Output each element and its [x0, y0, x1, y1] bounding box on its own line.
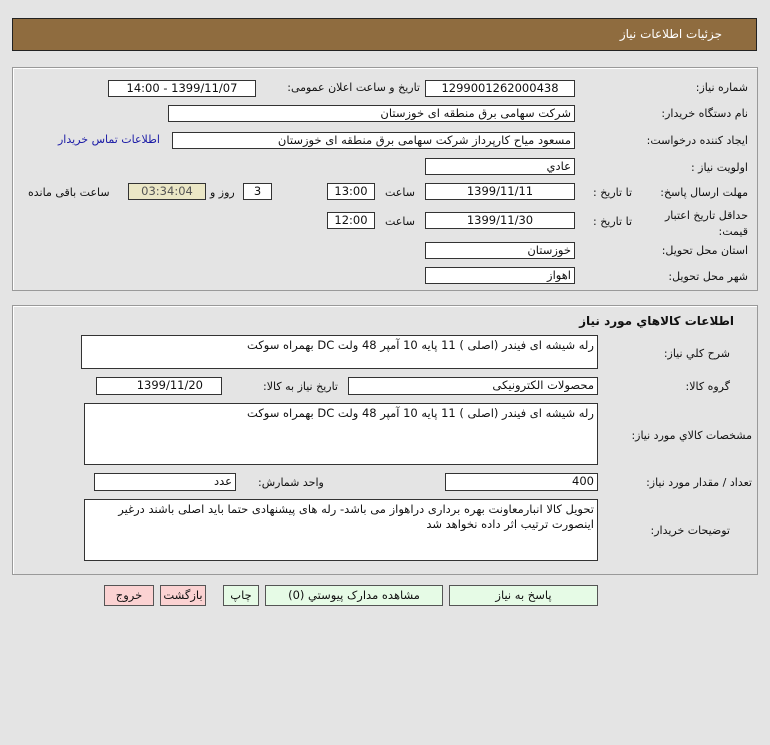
need-info-panel	[12, 67, 758, 291]
time-remaining-label: ساعت باقی مانده	[28, 186, 110, 199]
validity-date-field: 1399/11/30	[425, 212, 575, 229]
deadline-time-label: ساعت	[385, 186, 415, 199]
need-number-field: 1299001262000438	[425, 80, 575, 97]
reply-button[interactable]: پاسخ به نیاز	[449, 585, 598, 606]
deadline-date-field: 1399/11/11	[425, 183, 575, 200]
priority-field: عادي	[425, 158, 575, 175]
unit-label: واحد شمارش:	[258, 476, 324, 489]
spec-field: رله شیشه ای فیندر (اصلی ) 11 پایه 10 آمپ…	[84, 403, 598, 465]
buyer-contact-link[interactable]: اطلاعات تماس خریدار	[58, 133, 160, 146]
deadline-label: مهلت ارسال پاسخ:	[660, 186, 748, 199]
desc-field: رله شیشه ای فیندر (اصلی ) 11 پایه 10 آمپ…	[81, 335, 598, 369]
days-label: روز و	[210, 186, 235, 199]
page-header: جزئیات اطلاعات نیاز	[12, 18, 757, 51]
creator-field: مسعود میاح کارپرداز شرکت سهامی برق منطقه…	[172, 132, 575, 149]
print-button[interactable]: چاپ	[223, 585, 259, 606]
back-button[interactable]: بازگشت	[160, 585, 206, 606]
validity-to-date-label: تا تاریخ :	[593, 215, 632, 228]
group-field: محصولات الکترونیکی	[348, 377, 598, 395]
buyer-field: شرکت سهامی برق منطقه ای خوزستان	[168, 105, 575, 122]
exit-button[interactable]: خروج	[104, 585, 154, 606]
province-label: استان محل تحویل:	[661, 244, 748, 257]
need-number-label: شماره نیاز:	[695, 81, 748, 94]
validity-label: حداقل تاریخ اعتبار قیمت:	[664, 209, 748, 238]
days-remaining-field: 3	[243, 183, 272, 200]
validity-time-label: ساعت	[385, 215, 415, 228]
province-field: خوزستان	[425, 242, 575, 259]
notes-label: توضیحات خریدار:	[650, 524, 731, 537]
notes-field: تحویل کالا انبارمعاونت بهره برداری دراهو…	[84, 499, 598, 561]
creator-label: ایجاد کننده درخواست:	[646, 134, 748, 147]
spec-label: مشخصات کالاي مورد نیاز:	[631, 429, 752, 442]
goods-section-title: اطلاعات کالاهاي مورد نیاز	[579, 314, 734, 328]
deadline-time-field: 13:00	[327, 183, 375, 200]
deadline-to-date-label: تا تاریخ :	[593, 186, 632, 199]
unit-field: عدد	[94, 473, 236, 491]
announce-label: تاریخ و ساعت اعلان عمومی:	[287, 81, 420, 94]
desc-label: شرح کلي نیاز:	[663, 347, 730, 360]
time-remaining-field: 03:34:04	[128, 183, 206, 200]
priority-label: اولویت نیاز :	[690, 161, 748, 174]
city-label: شهر محل تحویل:	[668, 270, 748, 283]
validity-time-field: 12:00	[327, 212, 375, 229]
qty-label: تعداد / مقدار مورد نیاز:	[646, 476, 752, 489]
city-field: اهواز	[425, 267, 575, 284]
announce-field: 1399/11/07 - 14:00	[108, 80, 256, 97]
need-date-field: 1399/11/20	[96, 377, 222, 395]
qty-field: 400	[445, 473, 598, 491]
buyer-label: نام دستگاه خریدار:	[661, 107, 748, 120]
need-date-label: تاریخ نیاز به کالا:	[263, 380, 338, 393]
view-attachments-button[interactable]: مشاهده مدارک پیوستي (0)	[265, 585, 443, 606]
group-label: گروه کالا:	[685, 380, 730, 393]
